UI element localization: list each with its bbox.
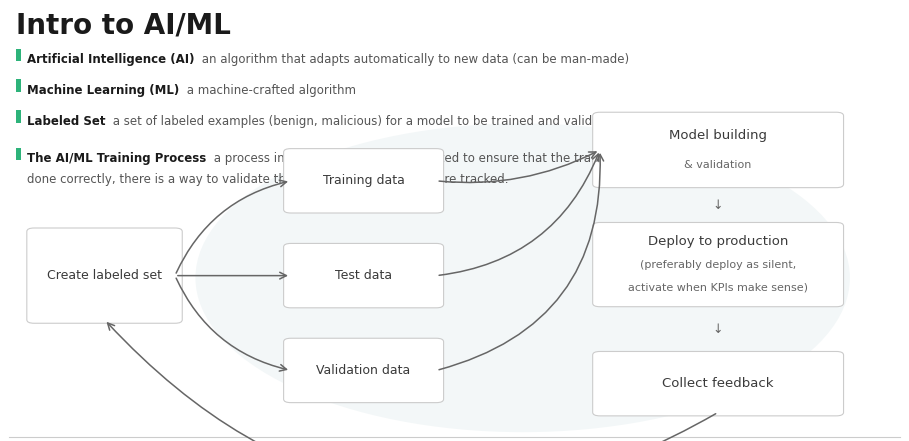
FancyBboxPatch shape bbox=[27, 228, 182, 323]
Text: Intro to AI/ML: Intro to AI/ML bbox=[16, 11, 231, 39]
Text: a process in which a dataset is separated to ensure that the training is: a process in which a dataset is separate… bbox=[210, 152, 634, 165]
Text: Model building: Model building bbox=[669, 129, 767, 142]
Text: Validation data: Validation data bbox=[316, 364, 411, 377]
Text: Collect feedback: Collect feedback bbox=[663, 377, 774, 390]
Text: The AI/ML Training Process: The AI/ML Training Process bbox=[27, 152, 206, 165]
FancyBboxPatch shape bbox=[593, 351, 844, 416]
FancyBboxPatch shape bbox=[16, 79, 21, 92]
Text: Labeled Set: Labeled Set bbox=[27, 115, 105, 127]
Text: Test data: Test data bbox=[335, 269, 392, 282]
Text: & validation: & validation bbox=[684, 160, 752, 170]
FancyBboxPatch shape bbox=[16, 49, 21, 61]
Text: ↓: ↓ bbox=[713, 323, 724, 336]
Text: Create labeled set: Create labeled set bbox=[47, 269, 162, 282]
Text: (preferably deploy as silent,: (preferably deploy as silent, bbox=[640, 260, 796, 269]
FancyBboxPatch shape bbox=[284, 338, 444, 403]
Text: a set of labeled examples (benign, malicious) for a model to be trained and vali: a set of labeled examples (benign, malic… bbox=[109, 115, 638, 127]
FancyBboxPatch shape bbox=[593, 222, 844, 307]
Text: Artificial Intelligence (AI): Artificial Intelligence (AI) bbox=[27, 53, 195, 66]
FancyBboxPatch shape bbox=[284, 243, 444, 308]
FancyBboxPatch shape bbox=[284, 149, 444, 213]
Text: Deploy to production: Deploy to production bbox=[648, 235, 788, 248]
FancyBboxPatch shape bbox=[16, 110, 21, 123]
Ellipse shape bbox=[195, 123, 850, 432]
FancyBboxPatch shape bbox=[16, 148, 21, 160]
Text: done correctly, there is a way to validate the results, and the results are trac: done correctly, there is a way to valida… bbox=[27, 173, 509, 186]
FancyBboxPatch shape bbox=[593, 112, 844, 188]
Text: Training data: Training data bbox=[323, 174, 405, 187]
Text: Machine Learning (ML): Machine Learning (ML) bbox=[27, 84, 179, 97]
Text: ↓: ↓ bbox=[713, 198, 724, 212]
Text: an algorithm that adapts automatically to new data (can be man-made): an algorithm that adapts automatically t… bbox=[198, 53, 630, 66]
Text: a machine-crafted algorithm: a machine-crafted algorithm bbox=[183, 84, 356, 97]
Text: activate when KPIs make sense): activate when KPIs make sense) bbox=[628, 283, 808, 293]
